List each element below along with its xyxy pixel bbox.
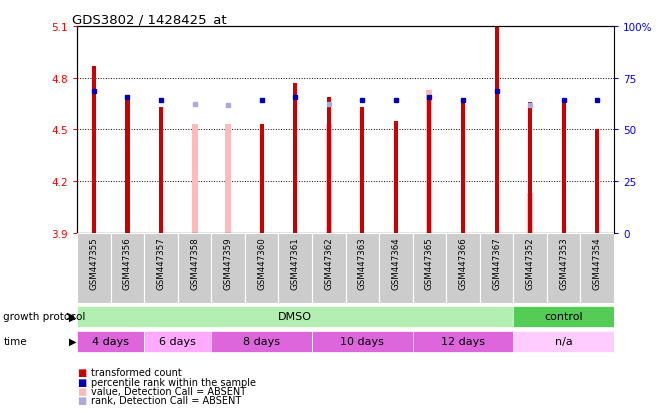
Text: value, Detection Call = ABSENT: value, Detection Call = ABSENT [91, 386, 246, 396]
Bar [360, 108, 364, 233]
Bar [77, 331, 144, 352]
Text: GSM447367: GSM447367 [492, 237, 501, 290]
Text: GSM447353: GSM447353 [559, 237, 568, 290]
Bar [327, 97, 331, 233]
Bar [111, 233, 144, 304]
Bar [77, 233, 111, 304]
Bar [278, 233, 312, 304]
Text: GSM447355: GSM447355 [89, 237, 99, 290]
Bar [312, 233, 346, 304]
Bar [92, 66, 96, 233]
Bar [547, 233, 580, 304]
Bar [528, 102, 532, 233]
Text: GSM447357: GSM447357 [156, 237, 166, 290]
Bar [527, 194, 533, 233]
Bar [144, 233, 178, 304]
Text: 4 days: 4 days [92, 336, 130, 347]
Text: ■: ■ [77, 377, 87, 387]
Bar [159, 108, 163, 233]
Text: 6 days: 6 days [160, 336, 196, 347]
Bar [580, 233, 614, 304]
Text: ■: ■ [77, 368, 87, 377]
Bar [77, 306, 513, 327]
Text: GSM447356: GSM447356 [123, 237, 132, 290]
Text: DMSO: DMSO [278, 311, 312, 322]
Text: GSM447359: GSM447359 [223, 237, 233, 290]
Text: ▶: ▶ [68, 311, 76, 322]
Bar [192, 125, 198, 233]
Bar [211, 233, 245, 304]
Bar [427, 97, 431, 233]
Text: ▶: ▶ [68, 336, 76, 347]
Text: growth protocol: growth protocol [3, 311, 86, 322]
Text: GSM447360: GSM447360 [257, 237, 266, 290]
Bar [562, 102, 566, 233]
Text: GSM447361: GSM447361 [291, 237, 300, 290]
Bar [413, 331, 513, 352]
Bar [446, 233, 480, 304]
Bar [225, 125, 231, 233]
Text: 10 days: 10 days [340, 336, 384, 347]
Bar [326, 125, 332, 233]
Text: control: control [544, 311, 583, 322]
Text: ■: ■ [77, 386, 87, 396]
Text: rank, Detection Call = ABSENT: rank, Detection Call = ABSENT [91, 395, 241, 405]
Text: 12 days: 12 days [441, 336, 485, 347]
Bar [144, 331, 211, 352]
Text: GSM447362: GSM447362 [324, 237, 333, 290]
Bar [513, 331, 614, 352]
Bar [413, 233, 446, 304]
Text: GSM447358: GSM447358 [190, 237, 199, 290]
Bar [293, 83, 297, 233]
Text: GSM447365: GSM447365 [425, 237, 434, 290]
Text: n/a: n/a [555, 336, 572, 347]
Bar [394, 121, 398, 233]
Bar [211, 331, 312, 352]
Text: GSM447354: GSM447354 [592, 237, 602, 290]
Bar [379, 233, 413, 304]
Bar [245, 233, 278, 304]
Text: ■: ■ [77, 395, 87, 405]
Bar [495, 27, 499, 233]
Bar [595, 130, 599, 233]
Text: GSM447364: GSM447364 [391, 237, 401, 290]
Bar [125, 97, 130, 233]
Bar [346, 233, 379, 304]
Text: percentile rank within the sample: percentile rank within the sample [91, 377, 256, 387]
Bar [427, 90, 433, 233]
Bar [480, 233, 513, 304]
Bar [178, 233, 211, 304]
Text: GSM447363: GSM447363 [358, 237, 367, 290]
Text: GSM447366: GSM447366 [458, 237, 468, 290]
Text: transformed count: transformed count [91, 368, 181, 377]
Bar [513, 306, 614, 327]
Bar [260, 125, 264, 233]
Text: time: time [3, 336, 27, 347]
Bar [312, 331, 413, 352]
Text: 8 days: 8 days [243, 336, 280, 347]
Bar [461, 102, 465, 233]
Text: GSM447352: GSM447352 [525, 237, 535, 290]
Bar [513, 233, 547, 304]
Text: GDS3802 / 1428425_at: GDS3802 / 1428425_at [72, 13, 226, 26]
